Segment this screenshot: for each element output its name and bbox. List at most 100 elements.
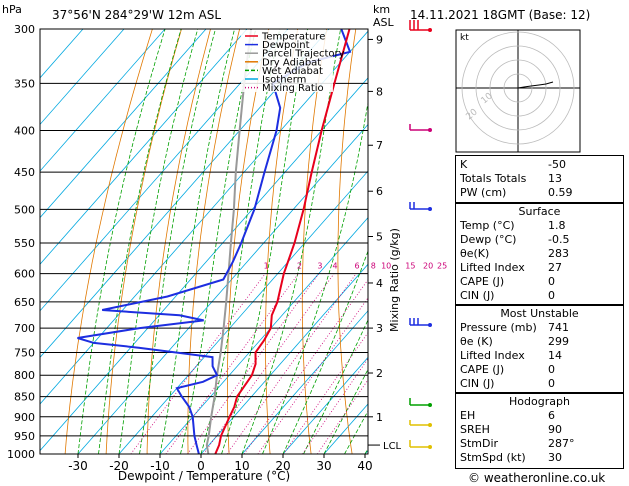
isotherm-line (40, 29, 207, 219)
surface-row-value: -0.5 (548, 233, 570, 246)
index-tt-value: 13 (548, 172, 562, 185)
temperature-tick-label: 30 (316, 459, 331, 473)
copyright-footer: © weatheronline.co.uk (468, 471, 606, 485)
wind-barb-dot (428, 445, 432, 449)
mixing-ratio-line (165, 273, 299, 454)
height-tick-label: 7 (376, 139, 383, 152)
wet-adiabat-line (303, 318, 368, 454)
indices-table: K -50 Totals Totals 13 PW (cm) 0.59 (455, 155, 624, 203)
pressure-tick-label: 550 (14, 237, 35, 250)
wind-barb-dot (428, 403, 432, 407)
pressure-tick-label: 950 (14, 430, 35, 443)
wet-adiabat-line (323, 368, 368, 454)
hodo-row-value: 6 (548, 409, 555, 422)
dry-adiabat-line (105, 29, 182, 454)
mu-row-value: 0 (548, 377, 555, 390)
index-tt-label: Totals Totals (460, 172, 527, 185)
isotherm-line (159, 217, 368, 454)
surface-row-label: CAPE (J) (460, 275, 505, 288)
isotherm-line (40, 29, 125, 126)
temperature-tick-label: 0 (197, 459, 205, 473)
km-label: km (373, 3, 390, 16)
index-k-value: -50 (548, 158, 566, 171)
isotherm-line (77, 123, 368, 454)
mixing-ratio-label: 4 (332, 262, 337, 271)
mixing-ratio-line (130, 273, 266, 454)
hodo-row-label: SREH (460, 423, 490, 436)
height-tick-label: 5 (376, 230, 383, 243)
mixing-ratio-label: 3 (317, 262, 322, 271)
temperature-tick-label: 40 (357, 459, 372, 473)
wet-adiabat-line (118, 29, 199, 454)
x-axis-title: Dewpoint / Temperature (°C) (118, 469, 290, 483)
pressure-tick-label: 1000 (7, 448, 35, 461)
pressure-tick-label: 800 (14, 369, 35, 382)
legend-label: Dewpoint (262, 40, 310, 51)
temperature-tick-label: -20 (109, 459, 129, 473)
temperature-tick-label: -10 (150, 459, 170, 473)
pressure-tick-label: 500 (14, 203, 35, 216)
pressure-tick-label: 700 (14, 322, 35, 335)
legend-label: Mixing Ratio (262, 83, 324, 94)
height-tick-label: 1 (376, 411, 383, 424)
legend (241, 30, 333, 92)
surface-row-value: 0 (548, 275, 555, 288)
temperature-tick-label: -30 (68, 459, 88, 473)
isotherm-line (40, 30, 368, 405)
most-unstable-title: Most Unstable (500, 307, 579, 320)
mu-row-value: 741 (548, 321, 569, 334)
mu-row-label: CIN (J) (460, 377, 495, 390)
wind-barb-dot (428, 423, 432, 427)
mu-row-label: Pressure (mb) (460, 321, 537, 334)
location-title: 37°56'N 284°29'W 12m ASL (52, 8, 221, 22)
mu-row-value: 0 (548, 363, 555, 376)
mixing-ratio-label: 25 (437, 262, 447, 271)
height-tick-label: 8 (376, 85, 383, 98)
hodo-row-label: StmDir (460, 437, 499, 450)
pressure-axis: 300 350 400 450 500 550 600 650 700 750 800 850 900 9… (7, 23, 35, 461)
hodo-row-label: EH (460, 409, 476, 422)
legend-label: Isotherm (262, 75, 306, 86)
surface-row-value: 1.8 (548, 219, 566, 232)
mu-row-label: θe (K) (460, 335, 493, 348)
pressure-tick-label: 850 (14, 391, 35, 404)
hodograph: kt 10 20 (455, 29, 581, 153)
pressure-tick-label: 300 (14, 23, 35, 36)
surface-row-value: 283 (548, 247, 569, 260)
index-pw-label: PW (cm) (460, 186, 507, 199)
hodo-row-value: 30 (548, 451, 562, 464)
legend-label: Temperature (261, 32, 325, 43)
hodograph-stats-title: Hodograph (509, 395, 570, 408)
isotherm-line (40, 29, 84, 79)
mixing-ratio-label: 2 (297, 262, 302, 271)
mu-row-value: 14 (548, 349, 562, 362)
mixing-ratio-line (187, 273, 320, 454)
isotherm-line (40, 29, 289, 312)
hodo-row-value: 287° (548, 437, 575, 450)
wind-barbs (409, 20, 432, 449)
profiles (77, 29, 352, 454)
datetime-title: 14.11.2021 18GMT (Base: 12) (410, 8, 590, 22)
mixing-ratio-label: 20 (423, 262, 433, 271)
isotherm-line (282, 356, 368, 454)
surface-title: Surface (518, 205, 561, 218)
wind-barb-dot (428, 28, 432, 32)
hodograph-kt-label: kt (460, 33, 469, 43)
most-unstable-table: Most Unstable Pressure (mb) 741 θe (K) 299… (455, 305, 624, 393)
legend-label: Wet Adiabat (262, 66, 323, 77)
height-tick-label: 2 (376, 367, 383, 380)
mu-row-label: Lifted Index (460, 349, 525, 362)
surface-table: Surface Temp (°C) 1.8 Dewp (°C) -0.5 θe(K)… (455, 203, 624, 305)
index-pw-value: 0.59 (548, 186, 573, 199)
wet-adiabat-line (139, 29, 216, 454)
surface-row-label: CIN (J) (460, 289, 495, 302)
dewpoint-line (77, 29, 352, 454)
isotherm-line (40, 29, 166, 172)
wind-barb-dot (428, 207, 432, 211)
temperature-line (214, 29, 351, 454)
hodo-row-label: StmSpd (kt) (460, 451, 526, 464)
legend-label: Dry Adiabat (262, 57, 321, 68)
mixing-ratio-label: 8 (371, 262, 376, 271)
wind-barb-dot (428, 128, 432, 132)
wind-barb-dot (428, 323, 432, 327)
